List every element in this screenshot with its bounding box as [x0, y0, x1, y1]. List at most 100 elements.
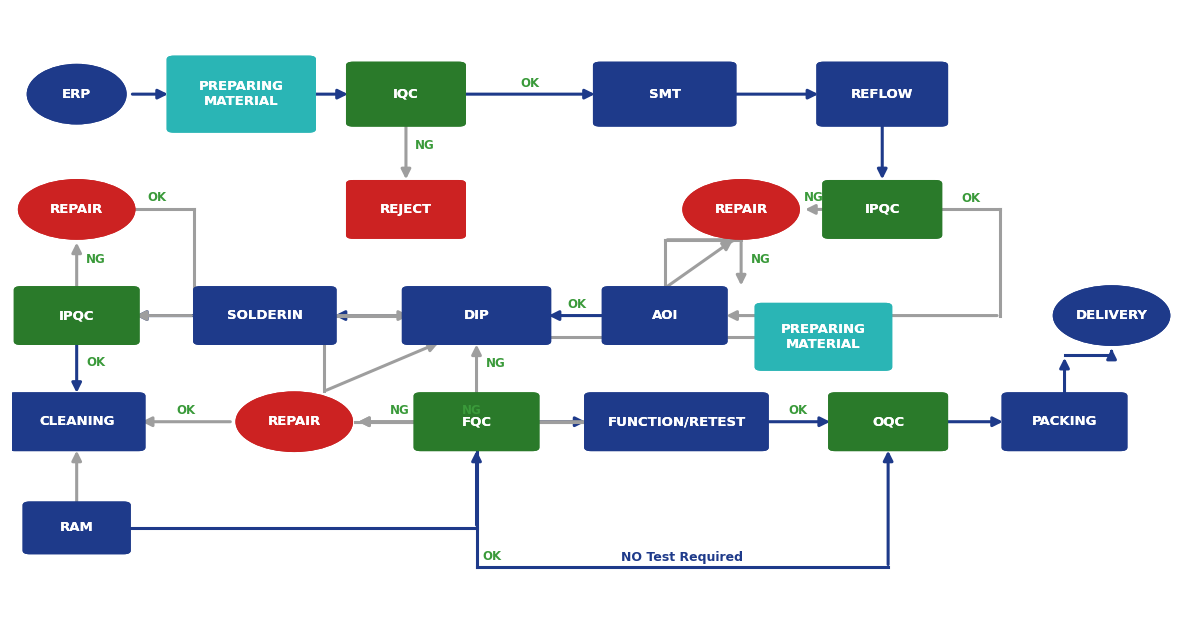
Ellipse shape	[683, 179, 800, 240]
Text: DIP: DIP	[463, 309, 490, 322]
Text: SMT: SMT	[649, 88, 680, 101]
Ellipse shape	[26, 64, 127, 124]
FancyBboxPatch shape	[346, 62, 466, 127]
FancyBboxPatch shape	[414, 392, 540, 451]
Text: IPQC: IPQC	[864, 203, 900, 216]
FancyBboxPatch shape	[822, 180, 942, 239]
Text: PREPARING
MATERIAL: PREPARING MATERIAL	[199, 80, 284, 108]
Text: AOI: AOI	[652, 309, 678, 322]
Text: OQC: OQC	[872, 415, 904, 428]
Text: PREPARING
MATERIAL: PREPARING MATERIAL	[781, 322, 866, 351]
Text: NG: NG	[462, 404, 481, 417]
FancyBboxPatch shape	[828, 392, 948, 451]
Text: NG: NG	[750, 253, 770, 266]
Ellipse shape	[235, 391, 353, 452]
FancyBboxPatch shape	[755, 303, 893, 371]
Text: IQC: IQC	[394, 88, 419, 101]
Text: FQC: FQC	[462, 415, 492, 428]
FancyBboxPatch shape	[584, 392, 769, 451]
Text: PACKING: PACKING	[1032, 415, 1097, 428]
Text: REPAIR: REPAIR	[268, 415, 320, 428]
FancyBboxPatch shape	[13, 286, 139, 345]
FancyBboxPatch shape	[755, 303, 893, 371]
Text: NG: NG	[390, 404, 410, 417]
Text: IQC: IQC	[394, 88, 419, 101]
Text: OK: OK	[520, 77, 539, 90]
Text: OK: OK	[86, 356, 106, 369]
Text: SOLDERIN: SOLDERIN	[227, 309, 302, 322]
Ellipse shape	[683, 179, 800, 240]
FancyBboxPatch shape	[346, 62, 466, 127]
Text: NG: NG	[415, 139, 436, 152]
Text: ERP: ERP	[62, 88, 91, 101]
Text: NG: NG	[804, 191, 824, 204]
Text: OK: OK	[566, 298, 586, 311]
Text: NG: NG	[486, 357, 505, 370]
Text: REPAIR: REPAIR	[714, 203, 768, 216]
Text: CLEANING: CLEANING	[38, 415, 114, 428]
Text: REPAIR: REPAIR	[268, 415, 320, 428]
Text: REJECT: REJECT	[380, 203, 432, 216]
FancyBboxPatch shape	[193, 286, 336, 345]
Text: REJECT: REJECT	[380, 203, 432, 216]
FancyBboxPatch shape	[601, 286, 727, 345]
Text: OQC: OQC	[872, 415, 904, 428]
Text: REPAIR: REPAIR	[714, 203, 768, 216]
Text: PREPARING
MATERIAL: PREPARING MATERIAL	[781, 322, 866, 351]
Text: OK: OK	[148, 191, 167, 204]
Text: IPQC: IPQC	[59, 309, 95, 322]
Text: NG: NG	[86, 253, 106, 266]
Ellipse shape	[26, 64, 127, 124]
Text: REPAIR: REPAIR	[50, 203, 103, 216]
Text: OK: OK	[176, 404, 196, 417]
FancyBboxPatch shape	[1002, 392, 1128, 451]
Text: FUNCTION/RETEST: FUNCTION/RETEST	[607, 415, 745, 428]
Text: PACKING: PACKING	[1032, 415, 1097, 428]
Text: SOLDERIN: SOLDERIN	[227, 309, 302, 322]
FancyBboxPatch shape	[593, 62, 737, 127]
FancyBboxPatch shape	[13, 286, 139, 345]
FancyBboxPatch shape	[346, 180, 466, 239]
Text: FQC: FQC	[462, 415, 492, 428]
FancyBboxPatch shape	[593, 62, 737, 127]
Ellipse shape	[18, 179, 136, 240]
FancyBboxPatch shape	[601, 286, 727, 345]
FancyBboxPatch shape	[167, 56, 316, 132]
FancyBboxPatch shape	[816, 62, 948, 127]
FancyBboxPatch shape	[1002, 392, 1128, 451]
Text: REFLOW: REFLOW	[851, 88, 913, 101]
FancyBboxPatch shape	[816, 62, 948, 127]
FancyBboxPatch shape	[23, 501, 131, 554]
FancyBboxPatch shape	[584, 392, 769, 451]
Text: IPQC: IPQC	[59, 309, 95, 322]
FancyBboxPatch shape	[402, 286, 551, 345]
Text: ERP: ERP	[62, 88, 91, 101]
FancyBboxPatch shape	[822, 180, 942, 239]
Text: SMT: SMT	[649, 88, 680, 101]
FancyBboxPatch shape	[8, 392, 145, 451]
Text: DIP: DIP	[463, 309, 490, 322]
FancyBboxPatch shape	[193, 286, 336, 345]
FancyBboxPatch shape	[402, 286, 551, 345]
Text: PREPARING
MATERIAL: PREPARING MATERIAL	[199, 80, 284, 108]
Circle shape	[1052, 285, 1170, 346]
Text: DELIVERY: DELIVERY	[1075, 309, 1147, 322]
Text: OK: OK	[788, 404, 808, 417]
Text: RAM: RAM	[60, 521, 94, 534]
Text: OK: OK	[482, 550, 502, 563]
FancyBboxPatch shape	[8, 392, 145, 451]
Text: REFLOW: REFLOW	[851, 88, 913, 101]
Text: IPQC: IPQC	[864, 203, 900, 216]
FancyBboxPatch shape	[167, 56, 316, 132]
FancyBboxPatch shape	[23, 501, 131, 554]
Text: OK: OK	[961, 191, 980, 204]
FancyBboxPatch shape	[346, 180, 466, 239]
Text: CLEANING: CLEANING	[38, 415, 114, 428]
Text: AOI: AOI	[652, 309, 678, 322]
Text: DELIVERY: DELIVERY	[1075, 309, 1147, 322]
Circle shape	[1052, 285, 1170, 346]
Text: REPAIR: REPAIR	[50, 203, 103, 216]
Ellipse shape	[18, 179, 136, 240]
Text: RAM: RAM	[60, 521, 94, 534]
Ellipse shape	[235, 391, 353, 452]
